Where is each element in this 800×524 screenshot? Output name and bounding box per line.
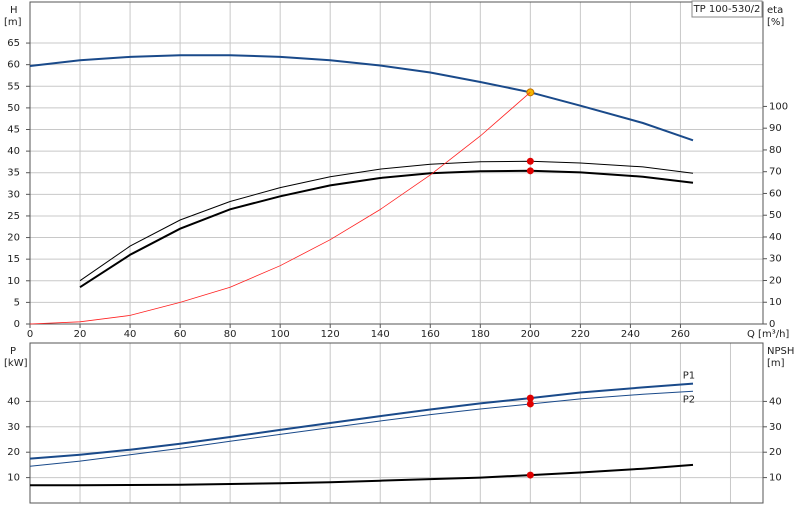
x-tick-label: 60	[174, 329, 187, 340]
duty-point	[526, 157, 534, 165]
y-axis-label: H	[10, 5, 18, 16]
x-tick-label: 140	[371, 329, 390, 340]
series-line	[30, 463, 694, 487]
y-tick-label: 40	[7, 396, 20, 407]
y-tick-label: 45	[7, 125, 20, 136]
y2-tick-label: 20	[769, 275, 782, 286]
plot-frame	[29, 1, 764, 325]
y2-tick-label: 40	[769, 232, 782, 243]
x-tick-label: 200	[521, 329, 540, 340]
series-label: P2	[683, 394, 695, 405]
x-tick-label: 120	[321, 329, 340, 340]
y2-tick-label: 30	[769, 422, 782, 433]
series-label: P1	[683, 371, 695, 382]
y2-tick-label: 60	[769, 188, 782, 199]
y2-tick-label: 0	[769, 319, 775, 330]
y2-tick-label: 10	[769, 473, 782, 484]
y-tick-label: 55	[7, 81, 20, 92]
y2-tick-label: 80	[769, 145, 782, 156]
y2-tick-label: 40	[769, 396, 782, 407]
duty-point	[526, 167, 534, 175]
y-tick-label: 15	[7, 254, 20, 265]
y-tick-label: 35	[7, 168, 20, 179]
x-tick-label: 240	[621, 329, 640, 340]
x-tick-label: 160	[421, 329, 440, 340]
x-tick-label: 0	[27, 329, 33, 340]
x-tick-label: 100	[271, 329, 290, 340]
y2-tick-label: 70	[769, 167, 782, 178]
y2-tick-label: 20	[769, 447, 782, 458]
plot-frame	[29, 342, 764, 504]
x-tick-label: 20	[74, 329, 87, 340]
y-tick-label: 60	[7, 60, 20, 71]
y-tick-label: 30	[7, 189, 20, 200]
y2-axis-unit: [%]	[767, 17, 784, 28]
y2-axis-unit: [m]	[767, 358, 785, 369]
duty-point	[526, 471, 534, 479]
series-line	[79, 169, 694, 289]
y2-tick-label: 30	[769, 254, 782, 265]
y-tick-label: 25	[7, 211, 20, 222]
y2-tick-label: 10	[769, 297, 782, 308]
title-box	[691, 0, 763, 18]
series-line	[29, 390, 694, 467]
x-tick-label: 180	[471, 329, 490, 340]
y-axis-label: P	[10, 346, 16, 357]
series-line	[29, 91, 531, 325]
y-tick-label: 10	[7, 473, 20, 484]
x-axis-label: Q [m³/h]	[747, 329, 789, 340]
duty-point	[526, 400, 534, 408]
y2-axis-label: eta	[767, 5, 783, 16]
chart-title: TP 100-530/2	[693, 4, 761, 15]
series-line	[29, 54, 694, 142]
y-tick-label: 40	[7, 146, 20, 157]
y2-axis-label: NPSH	[767, 346, 794, 357]
y-tick-label: 30	[7, 422, 20, 433]
series-line	[29, 382, 694, 460]
y-tick-label: 0	[14, 319, 20, 330]
y-tick-label: 50	[7, 103, 20, 114]
y2-tick-label: 100	[769, 101, 788, 112]
x-tick-label: 220	[571, 329, 590, 340]
y-tick-label: 20	[7, 233, 20, 244]
x-tick-label: 260	[671, 329, 690, 340]
y-tick-label: 20	[7, 447, 20, 458]
y-axis-unit: [kW]	[4, 358, 28, 369]
y2-tick-label: 90	[769, 123, 782, 134]
y-tick-label: 10	[7, 276, 20, 287]
y2-tick-label: 50	[769, 210, 782, 221]
y-tick-label: 5	[14, 297, 20, 308]
y-axis-unit: [m]	[4, 17, 22, 28]
y-tick-label: 65	[7, 38, 20, 49]
x-tick-label: 40	[124, 329, 137, 340]
series-line	[79, 160, 694, 282]
x-tick-label: 80	[224, 329, 237, 340]
duty-point	[526, 394, 534, 402]
